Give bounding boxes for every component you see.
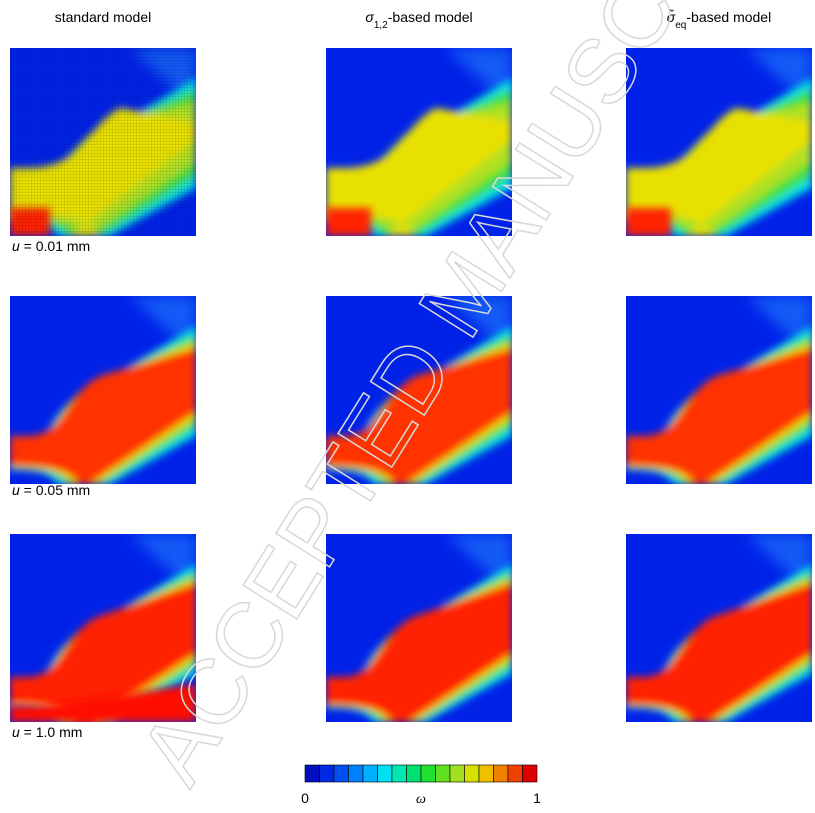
- colorbar-cell: [333, 764, 349, 783]
- damage-band: [10, 564, 196, 722]
- colorbar-cell: [493, 764, 509, 783]
- damage-band: [326, 78, 512, 236]
- row-label: u = 1.0 mm: [12, 724, 82, 740]
- contour-layer: [626, 108, 812, 236]
- colorbar-min: 0: [301, 790, 309, 806]
- colorbar-cell: [391, 764, 407, 783]
- notch-zone: [626, 208, 671, 236]
- contour-panel: [10, 534, 196, 722]
- contour-layer: [10, 582, 196, 722]
- contour-layer: [326, 348, 512, 484]
- colorbar: [304, 764, 538, 783]
- colorbar-cell: [522, 764, 538, 783]
- contour-panel: [626, 534, 812, 722]
- colorbar-max: 1: [533, 790, 541, 806]
- column-header: standard model: [55, 9, 152, 25]
- contour-panel: [10, 296, 196, 484]
- column-header: σ̃eq-based model: [667, 9, 771, 31]
- damage-band: [10, 326, 196, 484]
- contour-layer: [10, 348, 196, 484]
- row-label: u = 0.05 mm: [12, 482, 90, 498]
- contour-panel: [626, 48, 812, 236]
- notch-zone: [326, 208, 371, 236]
- colorbar-cell: [464, 764, 480, 783]
- damage-band: [626, 564, 812, 722]
- colorbar-cell: [449, 764, 465, 783]
- full-damage-zone: [10, 684, 196, 722]
- row-label: u = 0.01 mm: [12, 238, 90, 254]
- damage-band: [626, 78, 812, 236]
- colorbar-cell: [478, 764, 494, 783]
- labels: standard model σ1,2-based model σ̃eq-bas…: [12, 9, 771, 740]
- colorbar-cell: [304, 764, 320, 783]
- damage-band: [326, 326, 512, 484]
- contour-layer: [626, 582, 812, 722]
- contour-panel: [10, 48, 196, 236]
- colorbar-cell: [362, 764, 378, 783]
- contour-panel: [326, 48, 512, 236]
- damage-band: [626, 326, 812, 484]
- contour-panels: [10, 48, 812, 722]
- colorbar-cell: [435, 764, 451, 783]
- colorbar-cell: [507, 764, 523, 783]
- colorbar-cell: [406, 764, 422, 783]
- colorbar-cell: [348, 764, 364, 783]
- contour-layer: [626, 348, 812, 484]
- colorbar-cell: [377, 764, 393, 783]
- contour-panel: [326, 534, 512, 722]
- mesh: [10, 48, 196, 236]
- colorbar-cell: [420, 764, 436, 783]
- contour-layer: [326, 108, 512, 236]
- column-header: σ1,2-based model: [365, 9, 472, 31]
- colorbar-symbol: ω: [416, 792, 426, 807]
- contour-panel: [326, 296, 512, 484]
- contour-panel: [626, 296, 812, 484]
- contour-layer: [326, 582, 512, 722]
- damage-band: [326, 564, 512, 722]
- colorbar-cell: [319, 764, 335, 783]
